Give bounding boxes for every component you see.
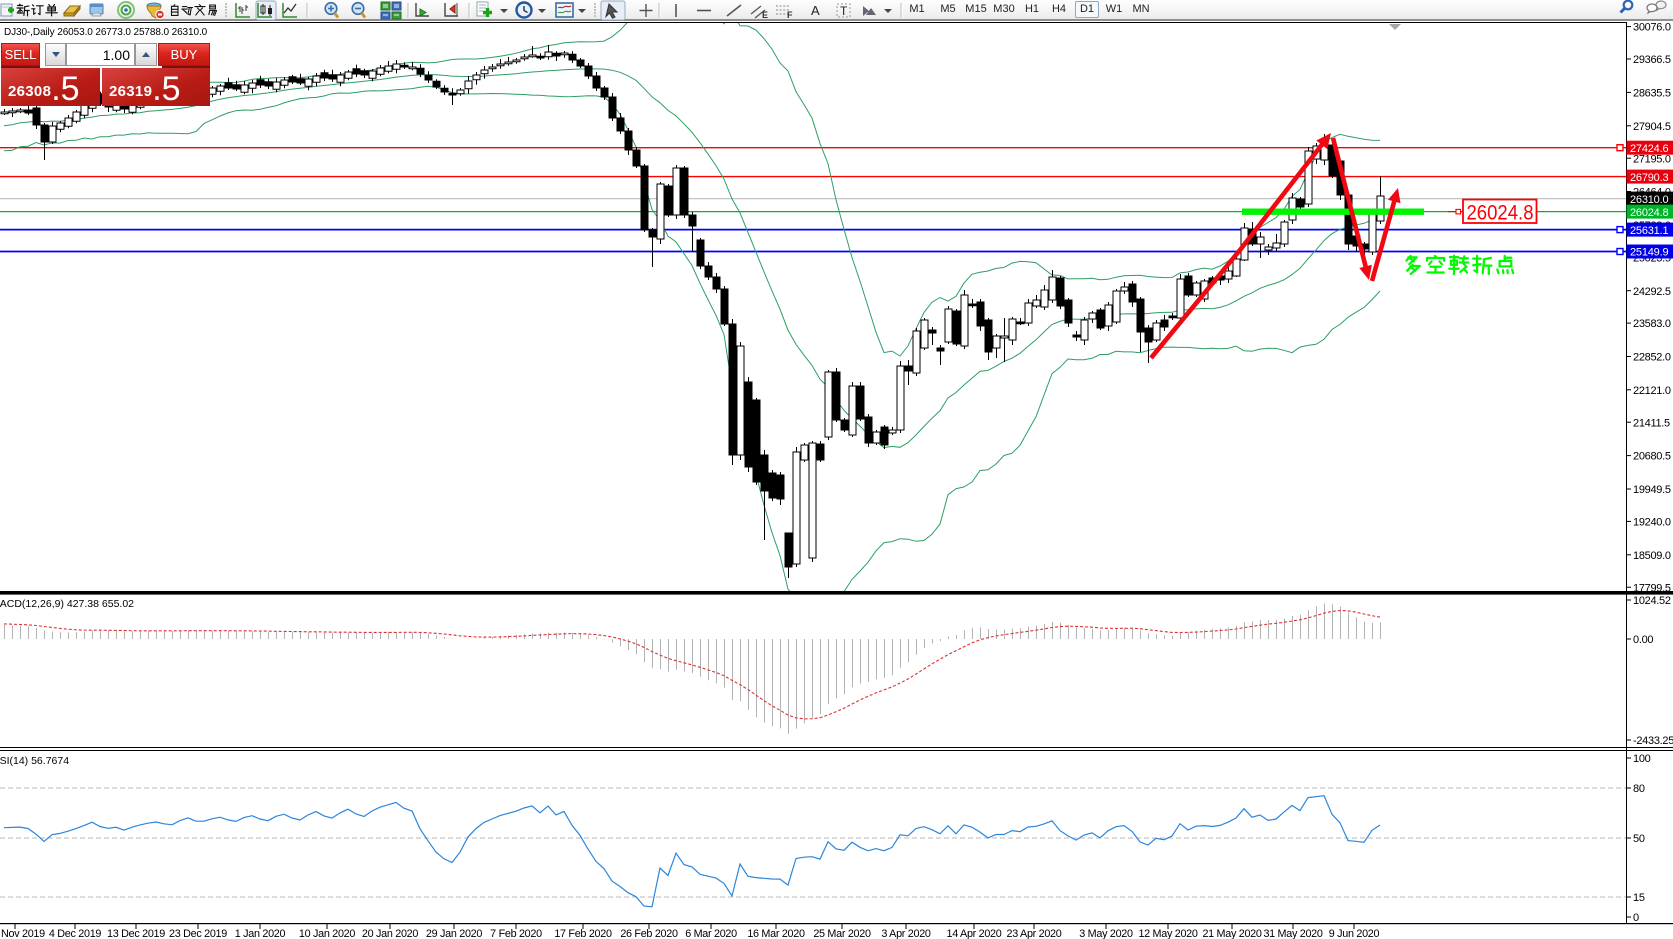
svg-text:25 Mar 2020: 25 Mar 2020 [813, 928, 871, 939]
svg-text:22852.0: 22852.0 [1633, 352, 1671, 364]
svg-text:1 Jan 2020: 1 Jan 2020 [235, 928, 286, 939]
svg-text:16 Mar 2020: 16 Mar 2020 [747, 928, 805, 939]
svg-text:20680.5: 20680.5 [1633, 451, 1671, 463]
svg-text:26 Feb 2020: 26 Feb 2020 [620, 928, 678, 939]
svg-text:0: 0 [1633, 912, 1639, 924]
svg-text:10 Jan 2020: 10 Jan 2020 [299, 928, 355, 939]
svg-text:15: 15 [1633, 892, 1645, 904]
svg-text:9 Jun 2020: 9 Jun 2020 [1329, 928, 1380, 939]
svg-text:80: 80 [1633, 783, 1645, 795]
svg-text:4 Dec 2019: 4 Dec 2019 [49, 928, 102, 939]
svg-text:-2433.25: -2433.25 [1633, 735, 1673, 747]
svg-text:Nov 2019: Nov 2019 [1, 928, 45, 939]
svg-text:14 Apr 2020: 14 Apr 2020 [947, 928, 1002, 939]
svg-text:7 Feb 2020: 7 Feb 2020 [490, 928, 542, 939]
svg-text:17 Feb 2020: 17 Feb 2020 [554, 928, 612, 939]
svg-text:21411.5: 21411.5 [1633, 417, 1670, 429]
svg-text:100: 100 [1633, 753, 1651, 765]
svg-text:23 Apr 2020: 23 Apr 2020 [1007, 928, 1062, 939]
svg-text:T: T [840, 4, 848, 18]
svg-text:20 Jan 2020: 20 Jan 2020 [362, 928, 418, 939]
svg-text:31 May 2020: 31 May 2020 [1263, 928, 1322, 939]
svg-text:A: A [811, 3, 820, 18]
svg-text:3 Apr 2020: 3 Apr 2020 [881, 928, 931, 939]
svg-text:30076.0: 30076.0 [1633, 22, 1671, 34]
svg-text:F: F [787, 10, 793, 20]
svg-text:27904.5: 27904.5 [1633, 121, 1671, 133]
svg-text:19240.0: 19240.0 [1633, 517, 1671, 529]
svg-text:23583.0: 23583.0 [1633, 318, 1671, 330]
svg-text:6 Mar 2020: 6 Mar 2020 [685, 928, 737, 939]
svg-text:29366.5: 29366.5 [1633, 54, 1671, 66]
svg-text:26310.0: 26310.0 [1630, 194, 1668, 206]
svg-text:22121.0: 22121.0 [1633, 385, 1671, 397]
svg-text:29 Jan 2020: 29 Jan 2020 [426, 928, 482, 939]
svg-text:25631.1: 25631.1 [1630, 225, 1668, 237]
svg-text:13 Dec 2019: 13 Dec 2019 [107, 928, 165, 939]
svg-text:26024.8: 26024.8 [1467, 201, 1534, 225]
svg-text:E: E [762, 10, 768, 20]
svg-text:MACD(12,26,9) 427.38 655.02: MACD(12,26,9) 427.38 655.02 [0, 598, 134, 610]
svg-text:27195.0: 27195.0 [1633, 153, 1671, 165]
svg-text:0.00: 0.00 [1633, 634, 1653, 646]
svg-text:18509.0: 18509.0 [1633, 550, 1671, 562]
svg-text:RSI(14) 56.7674: RSI(14) 56.7674 [0, 755, 69, 767]
svg-text:28635.5: 28635.5 [1633, 88, 1671, 100]
svg-text:17799.5: 17799.5 [1633, 582, 1671, 594]
svg-text:26024.8: 26024.8 [1630, 207, 1668, 219]
svg-text:27424.6: 27424.6 [1630, 143, 1668, 155]
svg-text:24292.5: 24292.5 [1633, 286, 1671, 298]
svg-text:1024.52: 1024.52 [1633, 595, 1671, 607]
svg-text:50: 50 [1633, 833, 1645, 845]
svg-text:12 May 2020: 12 May 2020 [1138, 928, 1197, 939]
svg-text:3 May 2020: 3 May 2020 [1079, 928, 1133, 939]
svg-text:23 Dec 2019: 23 Dec 2019 [169, 928, 227, 939]
svg-text:26790.3: 26790.3 [1630, 172, 1668, 184]
svg-text:19949.5: 19949.5 [1633, 484, 1671, 496]
svg-text:21 May 2020: 21 May 2020 [1202, 928, 1261, 939]
svg-text:DJ30-,Daily 26053.0 26773.0 2: DJ30-,Daily 26053.0 26773.0 25788.0 2631… [4, 27, 208, 38]
svg-text:25149.9: 25149.9 [1630, 247, 1668, 259]
